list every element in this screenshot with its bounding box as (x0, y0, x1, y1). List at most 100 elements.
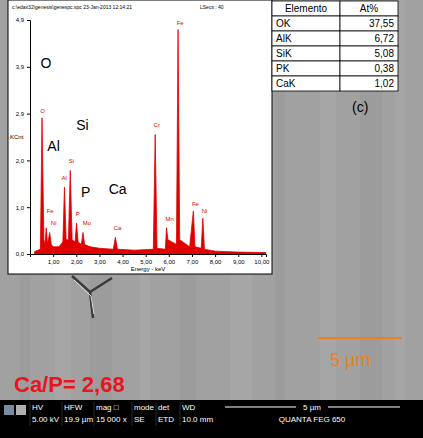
info-separator (62, 402, 63, 426)
table-cell (340, 31, 398, 46)
x-axis-title: Energy - keV (131, 266, 166, 272)
x-tick-mark (53, 254, 54, 257)
x-tick: 6,00 (163, 254, 175, 265)
sem-crack (72, 276, 112, 318)
info-separator (180, 402, 181, 426)
info-instrument: QUANTA FEG 650 (279, 415, 346, 424)
peak-label: Ni (51, 220, 57, 226)
info-value: SE (134, 415, 145, 424)
info-scale-line (328, 407, 400, 408)
y-tick: 1,0 (16, 205, 30, 211)
scale-bar-label: 5 µm (330, 350, 370, 370)
x-tick-label: 3,00 (94, 259, 106, 265)
spectrum-group (35, 30, 266, 254)
spectrum-header: c:\edax32\genesis\genespc.spc 23-Jan-201… (12, 4, 132, 10)
element-annotation: Si (76, 117, 88, 133)
x-tick: 3,00 (94, 254, 106, 265)
x-tick-mark (169, 254, 170, 257)
table-cell (340, 76, 398, 91)
table-cell (272, 1, 340, 16)
y-tick-label: 1,0 (16, 205, 25, 211)
element-annotation: Ca (109, 181, 127, 197)
x-tick-label: 10,00 (254, 259, 270, 265)
y-tick-mark (27, 254, 30, 255)
y-tick: 4,9 (16, 17, 30, 23)
info-scale-label: 5 µm (303, 403, 321, 412)
x-tick-label: 2,00 (71, 259, 83, 265)
table-text: 6,72 (375, 33, 395, 44)
table-text: AlK (276, 33, 292, 44)
x-tick: 9,00 (233, 254, 245, 265)
inset-frame (8, 0, 272, 274)
x-tick: 4,00 (117, 254, 129, 265)
sem-background (0, 0, 423, 400)
ratio-label: Ca/P= 2,68 (14, 372, 125, 397)
x-tick-label: 5,00 (140, 259, 152, 265)
x-tick-mark (99, 254, 100, 257)
peak-label: Cr (154, 122, 160, 128)
x-tick-mark (261, 254, 262, 257)
info-separator (94, 402, 95, 426)
x-axis: 1,00 2,00 3,00 4,00 5,00 6,00 7,00 8,00 9,00 10,0… (31, 254, 271, 265)
info-separator (156, 402, 157, 426)
y-tick: 2,9 (16, 111, 30, 117)
x-tick-mark (76, 254, 77, 257)
x-tick: 8,00 (210, 254, 222, 265)
table-cell (272, 76, 340, 91)
info-label: mag □ (96, 403, 119, 412)
table-cell (340, 1, 398, 16)
figure: c:\edax32\genesis\genespc.spc 23-Jan-201… (0, 0, 423, 438)
info-logo (4, 405, 14, 415)
x-tick-label: 1,00 (48, 259, 60, 265)
x-tick-label: 4,00 (117, 259, 129, 265)
peak-label: O (40, 108, 45, 114)
info-separator (30, 402, 31, 426)
info-logo (16, 405, 26, 415)
y-tick-label: 3,9 (16, 64, 25, 70)
y-tick-label: 0,0 (16, 251, 25, 257)
x-tick: 10,00 (254, 254, 270, 265)
x-tick: 5,00 (140, 254, 152, 265)
x-tick-mark (215, 254, 216, 257)
y-tick-mark (27, 67, 30, 68)
y-tick-mark (27, 160, 30, 161)
info-label: WD (182, 403, 196, 412)
y-tick: 0,0 (16, 251, 30, 257)
info-label: mode (134, 403, 155, 412)
table-cell (340, 16, 398, 31)
sem-crack-edge (74, 280, 94, 314)
y-tick-mark (27, 114, 30, 115)
table-header: Elemento (285, 3, 328, 14)
table-cell (272, 16, 340, 31)
y-tick-label: 4,9 (16, 17, 25, 23)
x-tick-label: 8,00 (210, 259, 222, 265)
table-text: 0,38 (375, 63, 395, 74)
y-axis-line (27, 21, 31, 255)
table-cell (340, 46, 398, 61)
info-value: ETD (158, 415, 174, 424)
y-tick-label: 2,0 (16, 158, 25, 164)
scale-bar-line (318, 337, 402, 339)
info-scale-line (225, 407, 296, 408)
y-tick-label: 2,9 (16, 111, 25, 117)
spectrum-header-right: LSecs : 40 (200, 4, 224, 10)
peak-label: Fe (177, 20, 185, 26)
x-tick: 2,00 (71, 254, 83, 265)
info-separator (132, 402, 133, 426)
table-text: 5,08 (375, 48, 395, 59)
info-label: det (158, 403, 170, 412)
peak-label: Fe (192, 201, 200, 207)
info-bar (0, 400, 423, 438)
x-tick-mark (123, 254, 124, 257)
y-tick: 2,0 (16, 158, 30, 164)
table-cell (272, 46, 340, 61)
y-tick-mark (27, 207, 30, 208)
x-tick-label: 7,00 (187, 259, 199, 265)
x-tick-label: 9,00 (233, 259, 245, 265)
x-tick-mark (238, 254, 239, 257)
table-text: PK (276, 63, 290, 74)
y-axis-title: KCnt (10, 134, 24, 140)
table-text: CaK (276, 78, 296, 89)
peak-label: P (76, 211, 80, 217)
x-tick-mark (146, 254, 147, 257)
